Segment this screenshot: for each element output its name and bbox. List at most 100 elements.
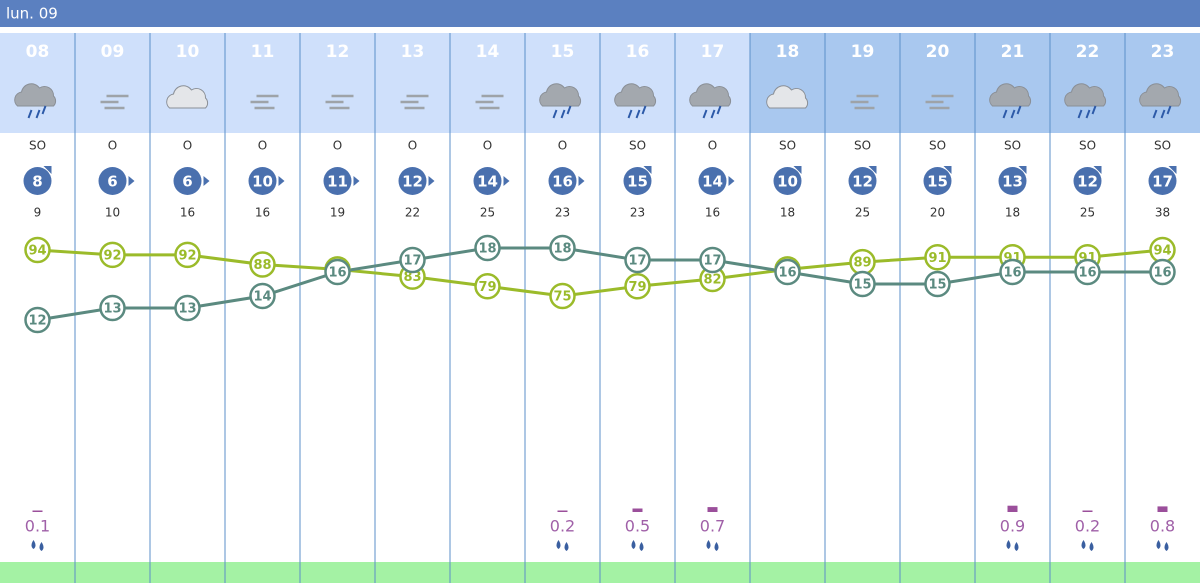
precip-bar xyxy=(707,507,718,512)
humidity-label: 94 xyxy=(1153,244,1171,259)
wind-speed-circle xyxy=(923,167,952,195)
wind-speed: 15 xyxy=(927,173,948,191)
precip-value: 0.2 xyxy=(550,517,575,536)
hour-header-bg xyxy=(300,33,375,133)
rain-streak xyxy=(1010,109,1016,119)
wind-speed-circle xyxy=(848,167,877,195)
gust: 22 xyxy=(405,206,420,220)
wind-arrow xyxy=(943,166,952,174)
humidity-point xyxy=(99,241,126,269)
rain-drops-icon xyxy=(1081,540,1094,551)
precip-bar xyxy=(632,508,643,512)
drop xyxy=(564,542,569,551)
hour-label: 22 xyxy=(1076,42,1100,62)
humidity-label: 79 xyxy=(628,280,646,295)
precip-bar xyxy=(557,510,568,512)
drop xyxy=(31,540,36,549)
rain-streak xyxy=(635,109,641,119)
wind-speed-circle xyxy=(698,167,727,195)
wind-direction: O xyxy=(408,139,417,153)
temp-label: 14 xyxy=(253,290,271,305)
temp-point xyxy=(249,282,276,310)
rain-streak xyxy=(566,105,572,115)
weather-icon xyxy=(689,83,732,119)
rain-streak xyxy=(627,109,633,119)
wind-speed-circle xyxy=(173,167,202,195)
weather-icon xyxy=(850,94,879,110)
wind-speed-circle xyxy=(248,167,277,195)
humidity-label: 88 xyxy=(253,258,271,273)
hour-label: 11 xyxy=(251,42,275,62)
hour-header-bg xyxy=(375,33,450,133)
temp-point xyxy=(1074,258,1101,286)
hour-header-bg xyxy=(825,33,900,133)
gust: 25 xyxy=(480,206,495,220)
wind-direction: O xyxy=(108,139,117,153)
wind-speed: 12 xyxy=(852,173,873,191)
hour-label: 14 xyxy=(476,42,500,62)
wind-direction: O xyxy=(183,139,192,153)
hour-label: 19 xyxy=(851,42,875,62)
wind-speed: 15 xyxy=(627,173,648,191)
humidity-point xyxy=(174,241,201,269)
humidity-point xyxy=(24,236,51,264)
wind-direction: SO xyxy=(779,139,796,153)
drop xyxy=(1006,540,1011,549)
drop xyxy=(706,540,711,549)
cloud-shape xyxy=(689,83,732,107)
hour-label: 16 xyxy=(626,42,650,62)
humidity-label: 91 xyxy=(928,251,946,266)
precip-value: 0.9 xyxy=(1000,517,1025,536)
rain-streak xyxy=(702,109,708,119)
humidity-label: 79 xyxy=(478,280,496,295)
weather-icon xyxy=(989,83,1032,119)
temp-label: 17 xyxy=(628,254,646,269)
rain-streak xyxy=(641,105,647,115)
wind-speed-circle xyxy=(1148,167,1177,195)
wind-arrow xyxy=(128,176,135,186)
rain-streak xyxy=(1002,109,1008,119)
drop xyxy=(714,542,719,551)
wind-arrow xyxy=(428,176,435,186)
rain-drops-icon xyxy=(706,540,719,551)
gust: 25 xyxy=(855,206,870,220)
temp-label: 16 xyxy=(328,266,346,281)
humidity-label: 92 xyxy=(103,248,121,263)
temp-label: 18 xyxy=(478,242,496,257)
cloud-shape xyxy=(1064,83,1107,107)
wind-arrow xyxy=(353,176,360,186)
hour-label: 21 xyxy=(1001,42,1025,62)
precip-bar xyxy=(32,510,43,512)
drop xyxy=(1156,540,1161,549)
hour-label: 12 xyxy=(326,42,350,62)
wind-direction: O xyxy=(708,139,717,153)
drop xyxy=(1164,542,1169,551)
wind-speed: 14 xyxy=(702,173,723,191)
gust: 16 xyxy=(255,206,270,220)
precip-bar xyxy=(1157,506,1168,512)
humidity-line xyxy=(37,248,1163,298)
temp-label: 16 xyxy=(1153,266,1171,281)
rain-streak xyxy=(552,109,558,119)
humidity-point xyxy=(624,273,651,300)
wind-arrow xyxy=(1018,166,1027,174)
hour-label: 15 xyxy=(551,42,575,62)
temp-point xyxy=(174,294,201,322)
temp-label: 13 xyxy=(103,302,121,317)
humidity-label: 89 xyxy=(853,256,871,271)
wind-speed: 6 xyxy=(182,173,192,191)
weather-icon xyxy=(166,85,209,109)
drop xyxy=(1014,542,1019,551)
wind-speed: 13 xyxy=(1002,173,1023,191)
drop xyxy=(39,542,44,551)
rain-streak xyxy=(710,109,716,119)
hour-header-bg xyxy=(450,33,525,133)
hour-header-bg xyxy=(75,33,150,133)
wind-direction: O xyxy=(333,139,342,153)
wind-speed: 12 xyxy=(402,173,423,191)
precip-value: 0.8 xyxy=(1150,517,1175,536)
temp-label: 17 xyxy=(403,254,421,269)
drop xyxy=(639,542,644,551)
weather-icon xyxy=(539,83,582,119)
temp-line xyxy=(37,246,1163,322)
